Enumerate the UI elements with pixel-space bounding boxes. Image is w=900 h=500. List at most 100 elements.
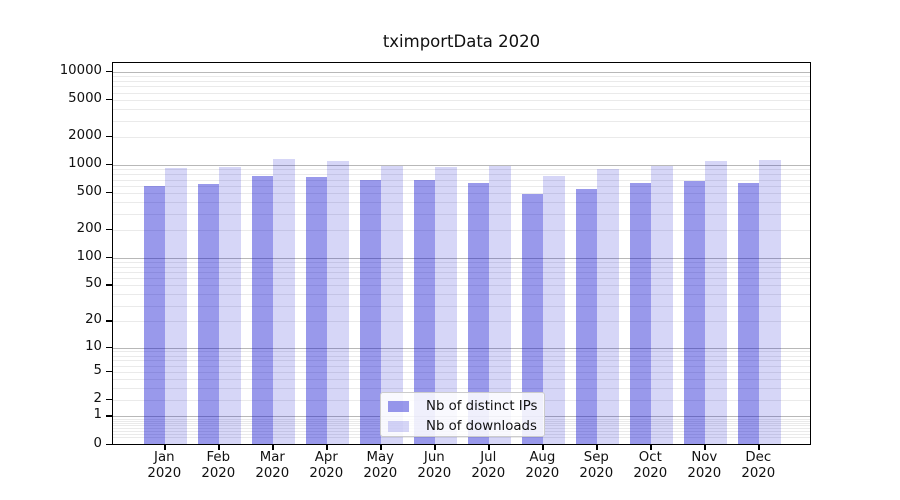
bar-distinct-ips-nov [683, 181, 706, 444]
x-tick-mark [704, 445, 706, 450]
y-tick-mark [106, 415, 112, 417]
minor-gridline [113, 179, 810, 181]
bar-distinct-ips-feb [197, 184, 220, 444]
legend-item-downloads: Nb of downloads [381, 417, 544, 437]
minor-gridline [113, 285, 810, 287]
minor-gridline [113, 305, 810, 307]
minor-gridline [113, 137, 810, 139]
minor-gridline [113, 76, 810, 78]
y-tick-mark [106, 164, 112, 166]
minor-gridline [113, 185, 810, 187]
x-tick-label-nov: Nov 2020 [687, 450, 722, 481]
y-tick-mark [106, 71, 112, 73]
minor-gridline [113, 272, 810, 274]
minor-gridline [113, 81, 810, 83]
bar-distinct-ips-mar [251, 175, 274, 444]
x-tick-label-apr: Apr 2020 [309, 450, 344, 481]
bar-distinct-ips-oct [629, 182, 652, 444]
minor-gridline [113, 379, 810, 381]
y-tick-label: 0 [93, 435, 102, 451]
minor-gridline [113, 437, 810, 439]
minor-gridline [113, 86, 810, 88]
bar-downloads-jan [165, 167, 187, 444]
bar-downloads-feb [219, 166, 241, 444]
y-tick-label: 5 [93, 363, 102, 379]
minor-gridline [113, 213, 810, 215]
minor-gridline [113, 278, 810, 280]
major-gridline [113, 72, 810, 74]
x-tick-label-mar: Mar 2020 [255, 450, 290, 481]
bar-distinct-ips-sep [575, 188, 598, 444]
legend-swatch-downloads [388, 420, 409, 432]
bar-downloads-oct [651, 166, 673, 444]
y-tick-mark [106, 320, 112, 322]
minor-gridline [113, 230, 810, 232]
major-gridline [113, 257, 810, 259]
y-tick-label: 100 [76, 248, 102, 264]
y-tick-label: 200 [76, 221, 102, 237]
x-tick-mark [326, 445, 328, 450]
bar-downloads-mar [273, 159, 295, 444]
bar-downloads-nov [705, 161, 727, 444]
y-tick-mark [106, 136, 112, 138]
bar-distinct-ips-jan [143, 185, 166, 444]
legend-swatch-distinct-ips [388, 401, 409, 413]
x-tick-mark [542, 445, 544, 450]
y-tick-mark [106, 399, 112, 401]
minor-gridline [113, 174, 810, 176]
bar-distinct-ips-aug [521, 193, 544, 444]
bar-downloads-may [381, 165, 403, 444]
minor-gridline [113, 360, 810, 362]
minor-gridline [113, 92, 810, 94]
minor-gridline [113, 294, 810, 296]
y-tick-label: 2000 [68, 128, 102, 144]
bar-downloads-jun [435, 166, 457, 444]
minor-gridline [113, 355, 810, 357]
y-tick-label: 1000 [68, 156, 102, 172]
bar-distinct-ips-jun [413, 180, 436, 444]
bar-distinct-ips-apr [305, 176, 328, 444]
x-tick-mark [380, 445, 382, 450]
x-tick-mark [434, 445, 436, 450]
minor-gridline [113, 266, 810, 268]
minor-gridline [113, 388, 810, 390]
x-tick-label-aug: Aug 2020 [525, 450, 560, 481]
y-tick-label: 50 [85, 276, 102, 292]
x-tick-label-may: May 2020 [363, 450, 398, 481]
x-tick-mark [164, 445, 166, 450]
legend-item-distinct-ips: Nb of distinct IPs [381, 397, 544, 417]
bar-distinct-ips-dec [737, 182, 760, 444]
y-tick-label: 10 [85, 338, 102, 354]
x-tick-mark [758, 445, 760, 450]
bar-downloads-jul [489, 166, 511, 444]
y-tick-label: 2 [93, 391, 102, 407]
minor-gridline [113, 169, 810, 171]
minor-gridline [113, 262, 810, 264]
y-tick-mark [106, 256, 112, 259]
x-tick-label-jun: Jun 2020 [417, 450, 452, 481]
chart-title: tximportData 2020 [382, 32, 541, 51]
x-tick-label-feb: Feb 2020 [201, 450, 236, 481]
y-tick-label: 5000 [68, 91, 102, 107]
x-tick-mark [596, 445, 598, 450]
y-tick-label: 1 [93, 407, 102, 423]
minor-gridline [113, 100, 810, 102]
x-tick-mark [650, 445, 652, 450]
legend-label-downloads: Nb of downloads [426, 418, 537, 434]
y-tick-mark [106, 229, 112, 231]
x-tick-label-jul: Jul 2020 [471, 450, 506, 481]
y-tick-mark [106, 346, 112, 348]
x-tick-mark [272, 445, 274, 450]
bar-distinct-ips-may [359, 180, 382, 444]
y-tick-mark [106, 371, 112, 373]
bar-downloads-dec [759, 159, 781, 444]
x-tick-mark [488, 445, 490, 450]
y-tick-label: 10000 [59, 63, 102, 79]
bar-downloads-sep [597, 169, 619, 444]
legend-label-distinct-ips: Nb of distinct IPs [426, 399, 538, 415]
y-tick-label: 20 [85, 312, 102, 328]
minor-gridline [113, 120, 810, 122]
legend: Nb of distinct IPs Nb of downloads [380, 392, 545, 437]
x-tick-label-oct: Oct 2020 [633, 450, 668, 481]
